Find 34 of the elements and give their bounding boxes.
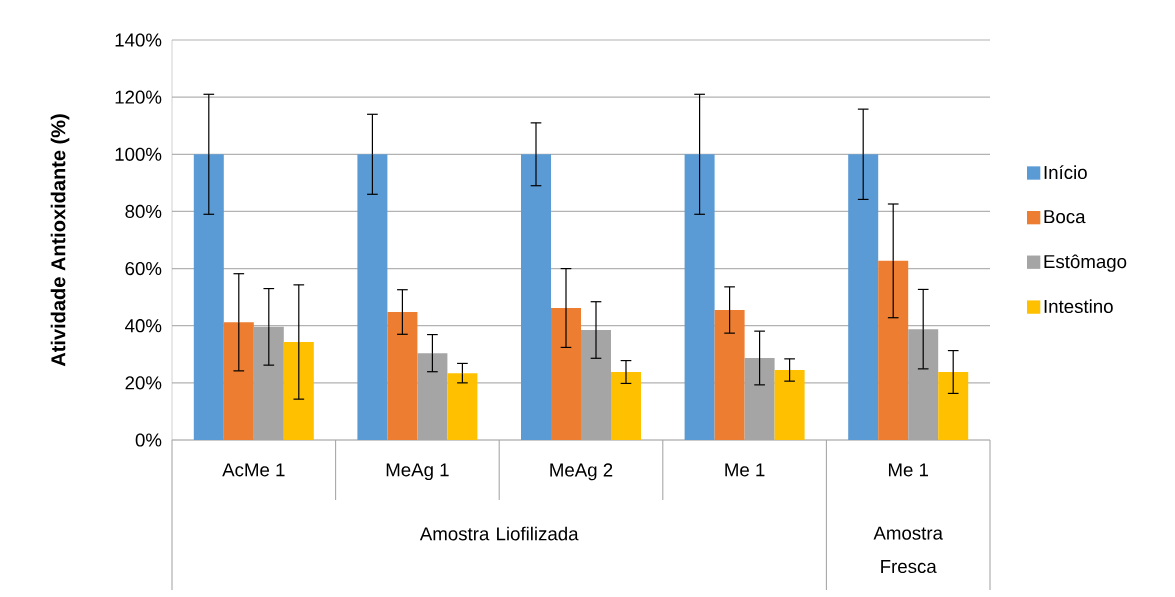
x-tick-label: MeAg 2 <box>550 463 613 481</box>
bar <box>387 312 418 440</box>
legend-label: Intestino <box>1044 299 1113 314</box>
bar <box>938 372 969 440</box>
y-tick-label: 20% <box>125 376 162 390</box>
x-tick-label: Me 1 <box>725 463 765 477</box>
x-tick-label: MeAg 1 <box>386 463 449 481</box>
legend-label: Estômago <box>1044 254 1127 272</box>
legend-label: Início <box>1044 165 1087 180</box>
text: Amostra Liofilizada <box>419 526 579 541</box>
x-tick-label: Me 1 <box>888 463 929 477</box>
y-tick-label: 80% <box>125 204 162 219</box>
bar <box>447 373 478 440</box>
bar <box>223 322 254 440</box>
bar <box>684 154 715 440</box>
bar <box>551 308 581 440</box>
y-tick-label: 40% <box>125 319 162 333</box>
bar <box>714 310 745 440</box>
legend-label: Boca <box>1044 210 1086 224</box>
bar <box>878 260 909 440</box>
bar <box>193 154 224 440</box>
y-tick-label: 60% <box>125 261 162 276</box>
text: Amostra Fresca <box>873 526 943 574</box>
y-tick-label: 100% <box>115 147 162 161</box>
y-axis-title: Atividade Antioxidante (%) <box>50 114 70 367</box>
y-tick-label: 140% <box>115 33 162 47</box>
y-tick-label: 0% <box>135 433 162 447</box>
y-tick-label: 120% <box>115 90 162 104</box>
bar <box>774 370 805 440</box>
bar <box>611 372 641 440</box>
x-tick-label: AcMe 1 <box>222 463 285 477</box>
bar <box>357 154 388 440</box>
bar <box>848 154 879 440</box>
bar <box>521 154 551 440</box>
